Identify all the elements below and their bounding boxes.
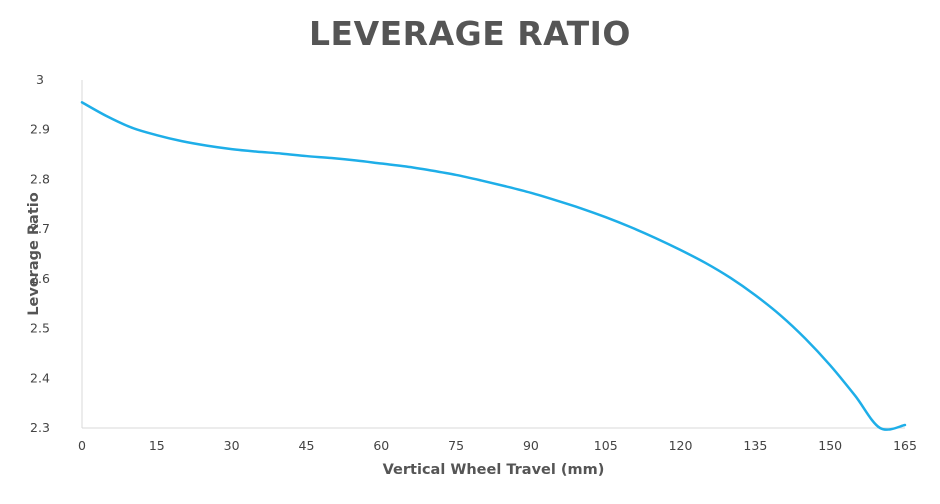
x-tick-labels: 0 15 30 45 60 75 90 105 120 135 150 165 <box>78 438 917 453</box>
x-tick-label: 150 <box>818 438 842 453</box>
y-tick-label: 2.4 <box>30 370 50 385</box>
x-tick-label: 0 <box>78 438 86 453</box>
y-tick-label: 2.5 <box>30 321 50 336</box>
y-tick-label: 2.6 <box>30 271 50 286</box>
y-axis-title: Leverage Ratio <box>26 192 42 315</box>
x-tick-label: 30 <box>224 438 240 453</box>
series-line <box>80 101 907 431</box>
x-tick-label: 165 <box>893 438 917 453</box>
x-tick-label: 135 <box>743 438 767 453</box>
y-tick-label: 3 <box>36 72 44 87</box>
x-tick-label: 105 <box>594 438 618 453</box>
y-tick-labels: 3 2.9 2.8 2.7 2.6 2.5 2.4 2.3 <box>30 72 50 435</box>
y-tick-label: 2.8 <box>30 171 50 186</box>
x-tick-label: 75 <box>448 438 464 453</box>
y-tick-label: 2.9 <box>30 122 50 137</box>
x-tick-label: 45 <box>299 438 315 453</box>
x-tick-label: 15 <box>149 438 165 453</box>
y-tick-label: 2.7 <box>30 221 50 236</box>
series-group <box>80 101 907 431</box>
axes <box>81 80 905 429</box>
x-tick-label: 120 <box>669 438 693 453</box>
x-axis-title: Vertical Wheel Travel (mm) <box>383 462 605 478</box>
x-tick-label: 60 <box>373 438 389 453</box>
y-tick-label: 2.3 <box>30 420 50 435</box>
x-tick-label: 90 <box>523 438 539 453</box>
chart-title: LEVERAGE RATIO <box>309 14 631 53</box>
